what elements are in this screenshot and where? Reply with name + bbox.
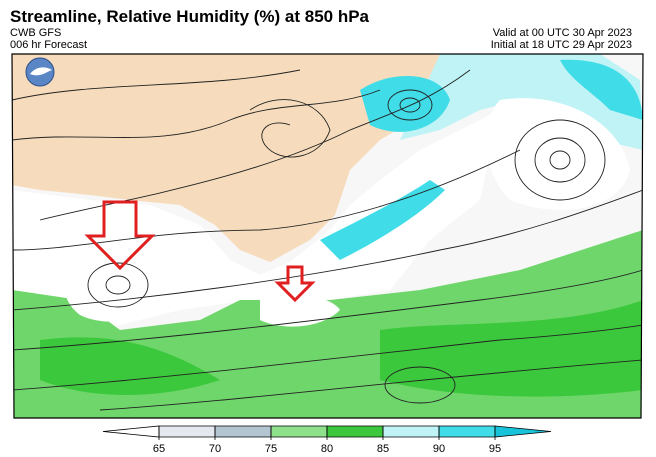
colorbar: 65 70 75 80 85 90 95 bbox=[102, 425, 552, 455]
colorbar-label: 70 bbox=[209, 443, 221, 455]
model: CWB GFS bbox=[10, 27, 61, 39]
colorbar-label: 65 bbox=[153, 443, 165, 455]
colorbar-segment bbox=[326, 425, 384, 438]
initial-time: Initial at 18 UTC 29 Apr 2023 bbox=[491, 39, 632, 51]
title: Streamline, Relative Humidity (%) at 850… bbox=[10, 7, 370, 26]
colorbar-label: 95 bbox=[489, 443, 501, 455]
colorbar-segment bbox=[158, 425, 216, 438]
colorbar-segment bbox=[494, 425, 552, 438]
colorbar-segment bbox=[102, 425, 160, 438]
colorbar-label: 90 bbox=[433, 443, 445, 455]
colorbar-label: 80 bbox=[321, 443, 333, 455]
streamlines bbox=[12, 69, 643, 411]
map bbox=[11, 53, 644, 419]
colorbar-segment bbox=[438, 425, 496, 438]
forecast: 006 hr Forecast bbox=[10, 39, 87, 51]
colorbar-segment bbox=[382, 425, 440, 438]
colorbar-label: 75 bbox=[265, 443, 277, 455]
colorbar-label: 85 bbox=[377, 443, 389, 455]
red-arrow bbox=[84, 200, 156, 271]
colorbar-segment bbox=[270, 425, 328, 438]
logo bbox=[25, 57, 55, 87]
colorbar-segment bbox=[214, 425, 272, 438]
valid-time: Valid at 00 UTC 30 Apr 2023 bbox=[493, 27, 632, 39]
red-arrow bbox=[274, 265, 316, 303]
